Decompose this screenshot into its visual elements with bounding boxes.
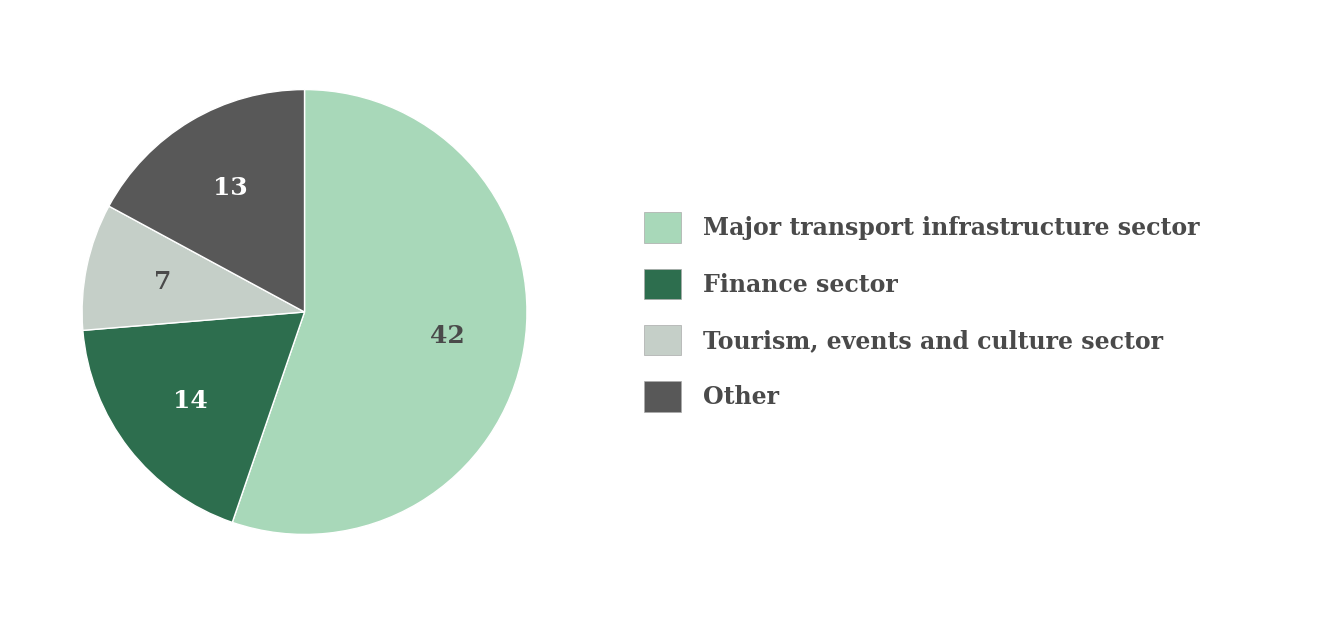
Legend: Major transport infrastructure sector, Finance sector, Tourism, events and cultu: Major transport infrastructure sector, F… bbox=[634, 203, 1209, 421]
Wedge shape bbox=[82, 206, 305, 330]
Wedge shape bbox=[232, 90, 527, 534]
Text: 14: 14 bbox=[173, 389, 208, 413]
Text: 13: 13 bbox=[213, 176, 248, 200]
Text: 42: 42 bbox=[430, 324, 465, 348]
Text: 7: 7 bbox=[155, 270, 172, 295]
Wedge shape bbox=[83, 312, 305, 522]
Wedge shape bbox=[109, 90, 305, 312]
